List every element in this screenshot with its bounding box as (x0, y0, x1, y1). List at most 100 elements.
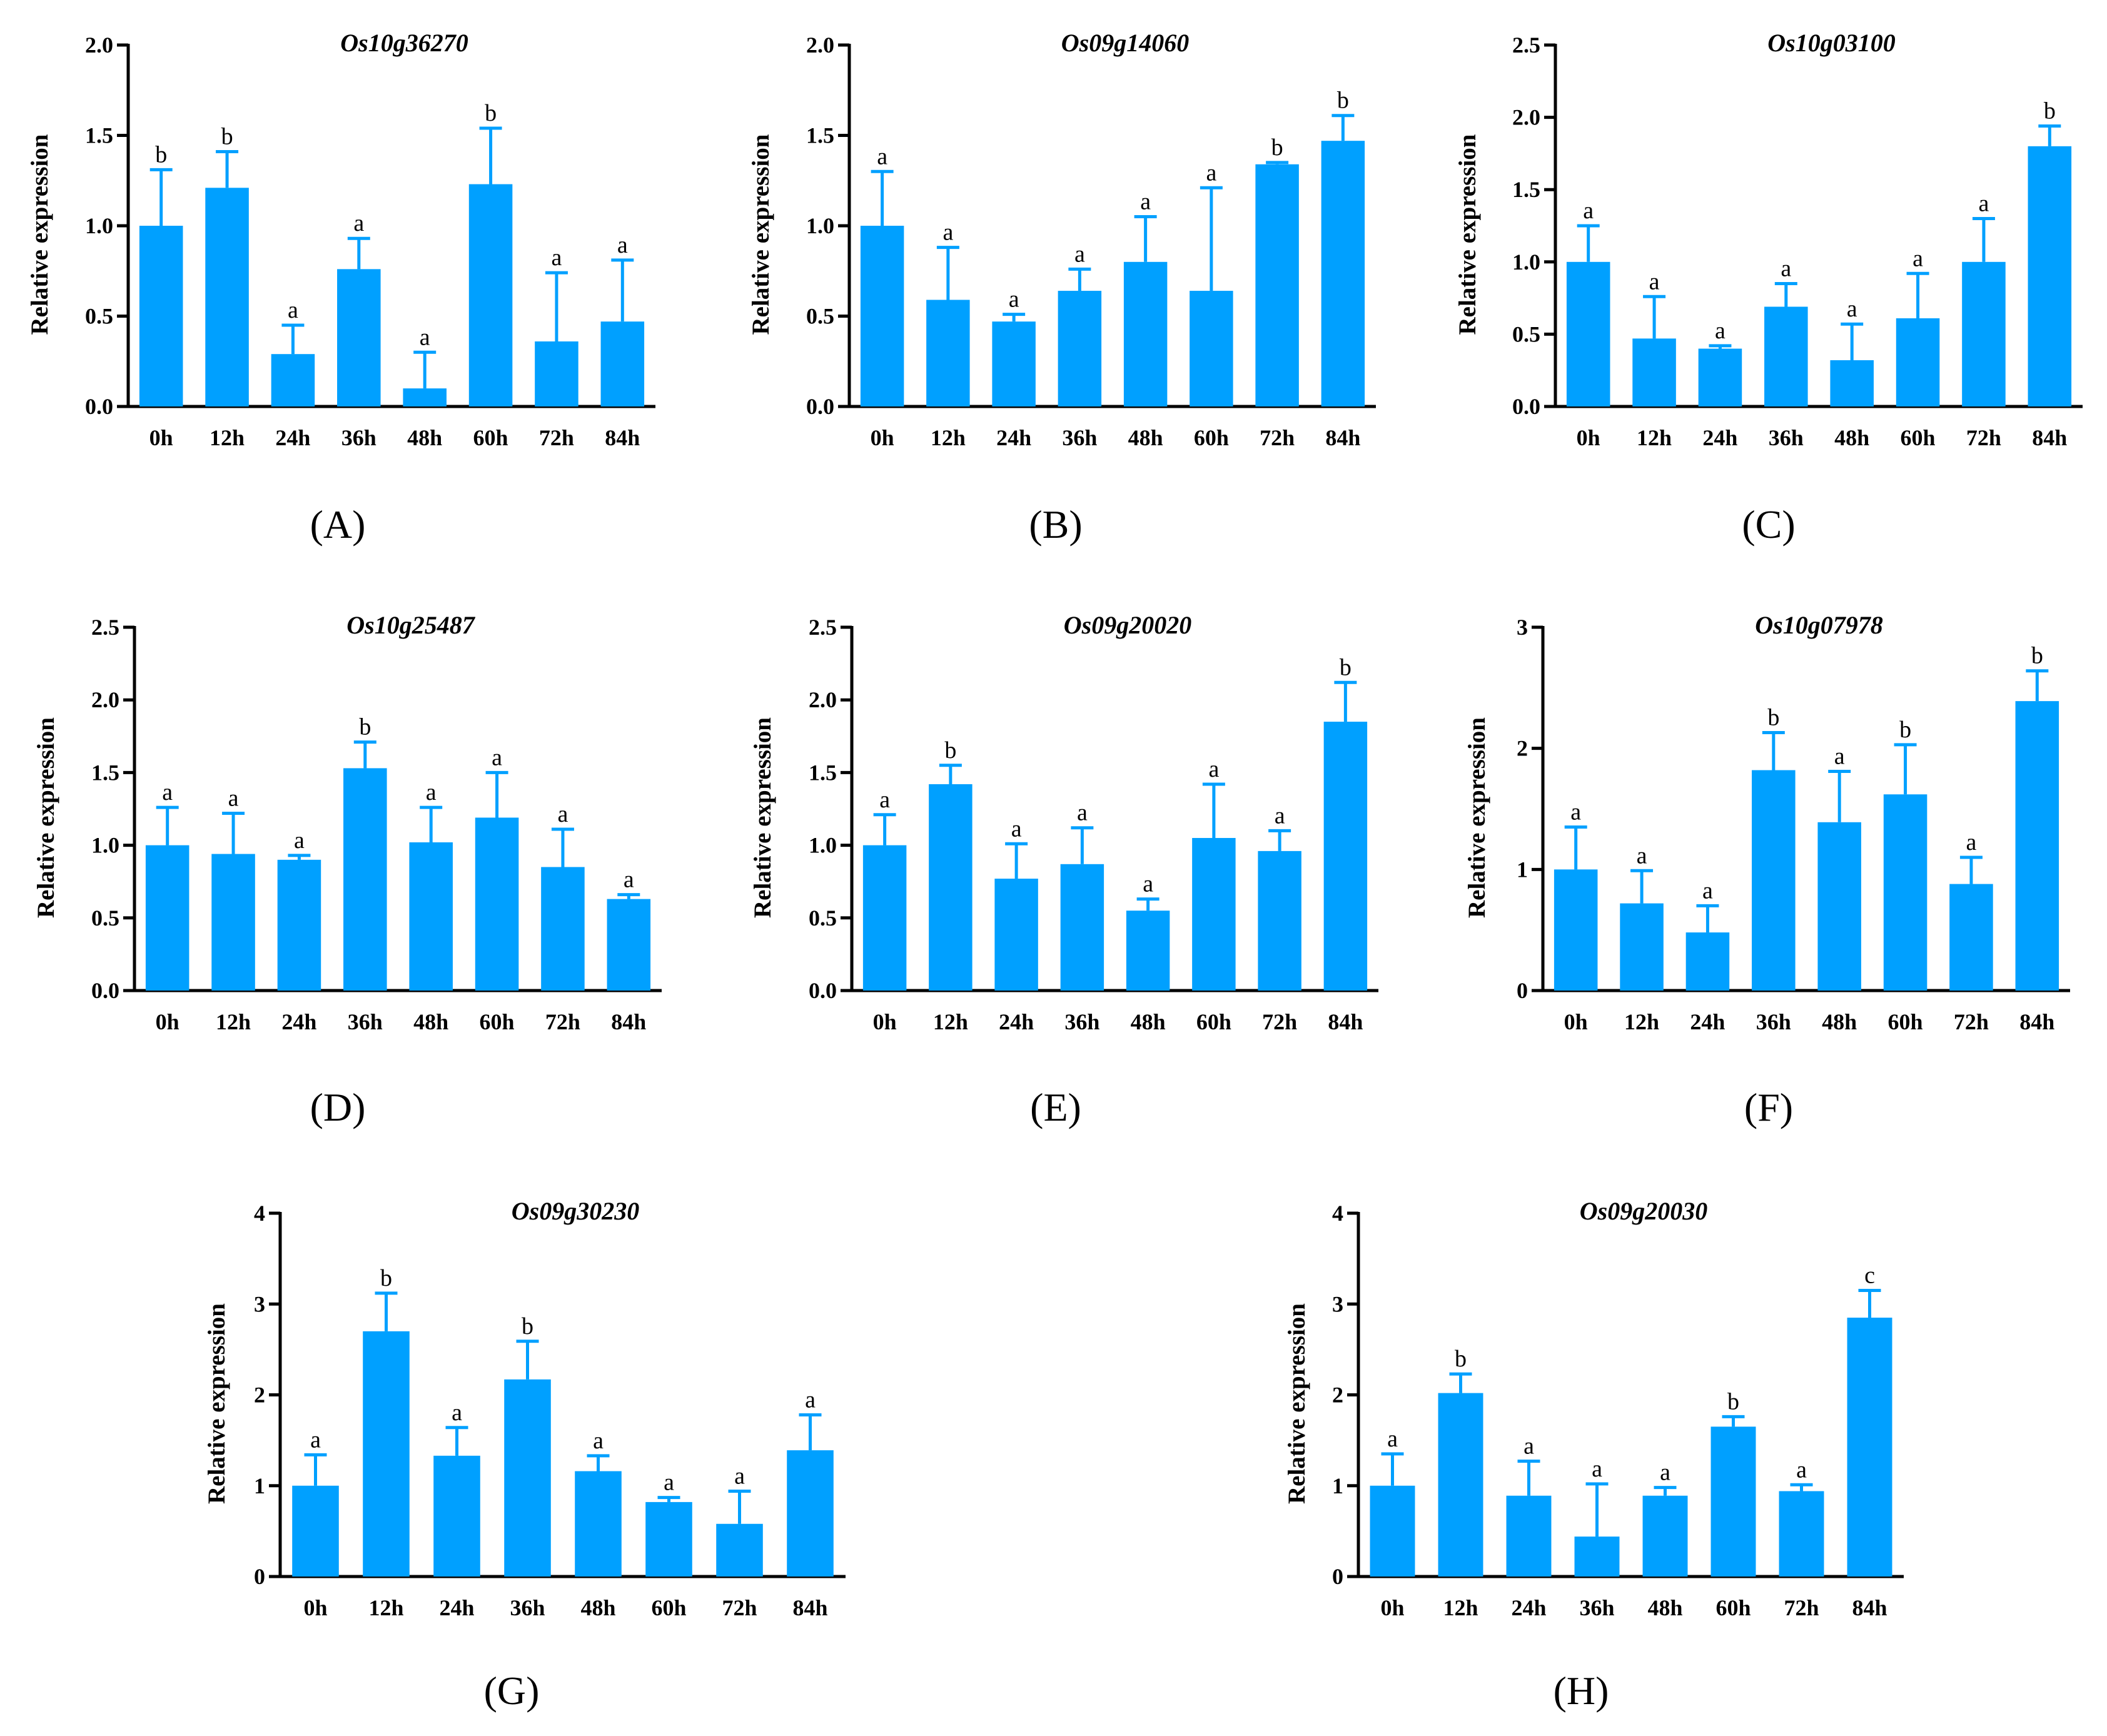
bar-48h (403, 388, 447, 406)
y-tick-label: 1 (254, 1473, 265, 1498)
significance-letter: b (380, 1265, 392, 1291)
y-axis-label: Relative expression (1454, 134, 1481, 335)
bar-72h (1949, 884, 1993, 991)
bar-0h (1566, 261, 1610, 406)
x-tick-label: 36h (1756, 1009, 1791, 1034)
y-tick-label: 3 (1517, 615, 1528, 640)
y-tick-label: 0.0 (806, 394, 834, 419)
bar-24h (994, 879, 1038, 991)
significance-letter: a (1143, 871, 1153, 897)
bar-84h (787, 1450, 834, 1577)
y-tick-label: 1 (1332, 1473, 1343, 1498)
x-tick-label: 84h (611, 1009, 646, 1034)
bar-72h (1779, 1491, 1824, 1577)
x-tick-label: 72h (545, 1009, 580, 1034)
bar-0h (292, 1485, 339, 1577)
bar-84h (2015, 701, 2059, 991)
significance-letter: a (942, 220, 953, 246)
y-tick-label: 2 (1517, 736, 1528, 761)
chart-title: Os10g36270 (340, 29, 468, 57)
significance-letter: a (162, 779, 173, 805)
x-tick-label: 48h (1128, 425, 1163, 450)
significance-letter: a (310, 1426, 321, 1453)
bar-12h (363, 1331, 410, 1577)
chart-title: Os09g20030 (1580, 1197, 1707, 1225)
y-tick-label: 0.5 (806, 304, 834, 329)
significance-letter: a (617, 232, 628, 258)
y-axis-label: Relative expression (203, 1303, 230, 1504)
significance-letter: a (1592, 1456, 1602, 1482)
significance-letter: a (294, 827, 305, 854)
y-axis-label: Relative expression (747, 134, 774, 335)
significance-letter: a (492, 744, 502, 770)
x-tick-label: 0h (149, 425, 173, 450)
y-tick-label: 2.0 (91, 687, 119, 712)
bar-0h (145, 845, 189, 991)
x-tick-label: 72h (1954, 1009, 1989, 1034)
y-tick-label: 0.0 (91, 978, 119, 1003)
x-tick-label: 24h (439, 1595, 474, 1620)
significance-letter: c (1864, 1262, 1875, 1288)
panel-label: (A) (310, 502, 366, 547)
x-tick-label: 12h (1637, 425, 1672, 450)
chart-title: Os10g25487 (346, 611, 475, 639)
x-tick-label: 12h (368, 1595, 403, 1620)
bar-0h (139, 226, 183, 406)
y-axis-label: Relative expression (33, 717, 59, 918)
x-tick-label: 48h (1834, 425, 1869, 450)
x-tick-label: 60h (480, 1009, 515, 1034)
bar-48h (409, 842, 453, 991)
bar-72h (541, 867, 585, 991)
x-tick-label: 36h (348, 1009, 383, 1034)
x-tick-label: 48h (1131, 1009, 1166, 1034)
chart-title: Os09g30230 (512, 1197, 639, 1225)
x-tick-label: 0h (1380, 1595, 1404, 1620)
significance-letter: a (624, 867, 634, 893)
x-tick-label: 60h (1888, 1009, 1923, 1034)
bar-24h (277, 859, 321, 991)
bar-12h (205, 188, 249, 406)
bar-36h (1764, 306, 1808, 406)
panel-label: (B) (1029, 502, 1082, 547)
significance-letter: b (1337, 88, 1349, 114)
panel-label: (G) (484, 1668, 540, 1713)
bar-72h (1258, 850, 1301, 991)
x-tick-label: 36h (1064, 1009, 1099, 1034)
x-tick-label: 36h (1062, 425, 1097, 450)
x-tick-label: 12h (216, 1009, 251, 1034)
significance-letter: b (944, 737, 956, 764)
bar-36h (1574, 1537, 1620, 1577)
bar-36h (504, 1379, 551, 1577)
x-tick-label: 0h (303, 1595, 327, 1620)
significance-letter: a (1009, 286, 1019, 313)
bar-48h (1817, 822, 1861, 991)
panel-label: (E) (1030, 1085, 1081, 1129)
bar-60h (645, 1501, 692, 1577)
significance-letter: b (1899, 717, 1911, 743)
x-tick-label: 12h (931, 425, 966, 450)
x-tick-label: 48h (407, 425, 442, 450)
y-tick-label: 1.5 (806, 123, 834, 148)
chart-title: Os10g03100 (1767, 29, 1895, 57)
significance-letter: a (879, 787, 890, 813)
y-tick-label: 0.5 (1512, 321, 1540, 346)
bar-84h (600, 321, 645, 406)
y-tick-label: 1.0 (85, 213, 113, 238)
significance-letter: a (1523, 1433, 1534, 1460)
significance-letter: a (1208, 756, 1219, 782)
significance-letter: a (1979, 190, 1989, 216)
x-tick-label: 72h (1260, 425, 1295, 450)
bar-36h (1752, 770, 1796, 991)
significance-letter: a (877, 143, 887, 169)
significance-letter: a (1011, 815, 1022, 842)
significance-letter: b (485, 100, 497, 126)
bar-24h (433, 1455, 480, 1577)
bar-12h (1620, 903, 1664, 991)
significance-letter: b (1727, 1388, 1739, 1415)
significance-letter: a (1847, 296, 1857, 322)
bar-12h (1632, 338, 1676, 406)
x-tick-label: 12h (210, 425, 245, 450)
y-tick-label: 1.5 (1512, 177, 1540, 202)
significance-letter: a (426, 779, 437, 805)
x-tick-label: 48h (413, 1009, 448, 1034)
